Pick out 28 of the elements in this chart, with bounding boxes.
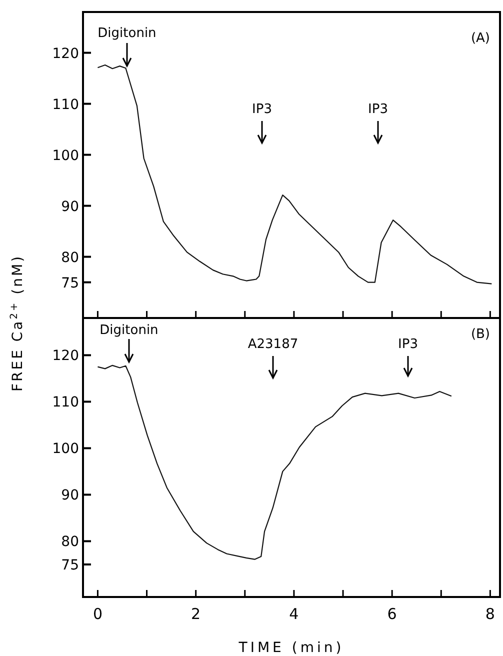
y-tick-label: 75 xyxy=(61,275,79,292)
y-tick-label: 80 xyxy=(61,250,79,266)
y-tick-label: 120 xyxy=(52,46,79,62)
x-tick-label: 0 xyxy=(92,605,102,623)
line-series xyxy=(97,64,492,284)
y-tick-label: 80 xyxy=(61,534,79,550)
x-axis-title: TIME (min) xyxy=(238,640,344,656)
y-tick-label: 100 xyxy=(52,148,79,164)
annotation: (B) xyxy=(470,327,490,342)
y-tick-label: 110 xyxy=(52,96,79,113)
annotation: Digitonin xyxy=(98,26,156,41)
annotation: IP3 xyxy=(398,337,418,352)
y-tick-label: 90 xyxy=(61,488,79,504)
y-tick-label: 75 xyxy=(61,557,79,574)
line-series xyxy=(97,364,452,560)
annotation: A23187 xyxy=(248,337,298,352)
x-tick-label: 2 xyxy=(191,605,201,623)
y-tick-label: 110 xyxy=(52,394,79,411)
y-tick-label: 120 xyxy=(52,348,79,364)
y-tick-label: 90 xyxy=(61,198,79,215)
x-tick-label: 8 xyxy=(485,605,495,623)
annotation: IP3 xyxy=(368,102,388,117)
annotation: (A) xyxy=(470,31,490,46)
y-tick-label: 100 xyxy=(52,441,79,458)
annotation: Digitonin xyxy=(100,323,158,338)
x-tick-label: 6 xyxy=(387,605,397,623)
x-tick-label: 4 xyxy=(289,605,299,623)
annotation: IP3 xyxy=(252,102,272,117)
